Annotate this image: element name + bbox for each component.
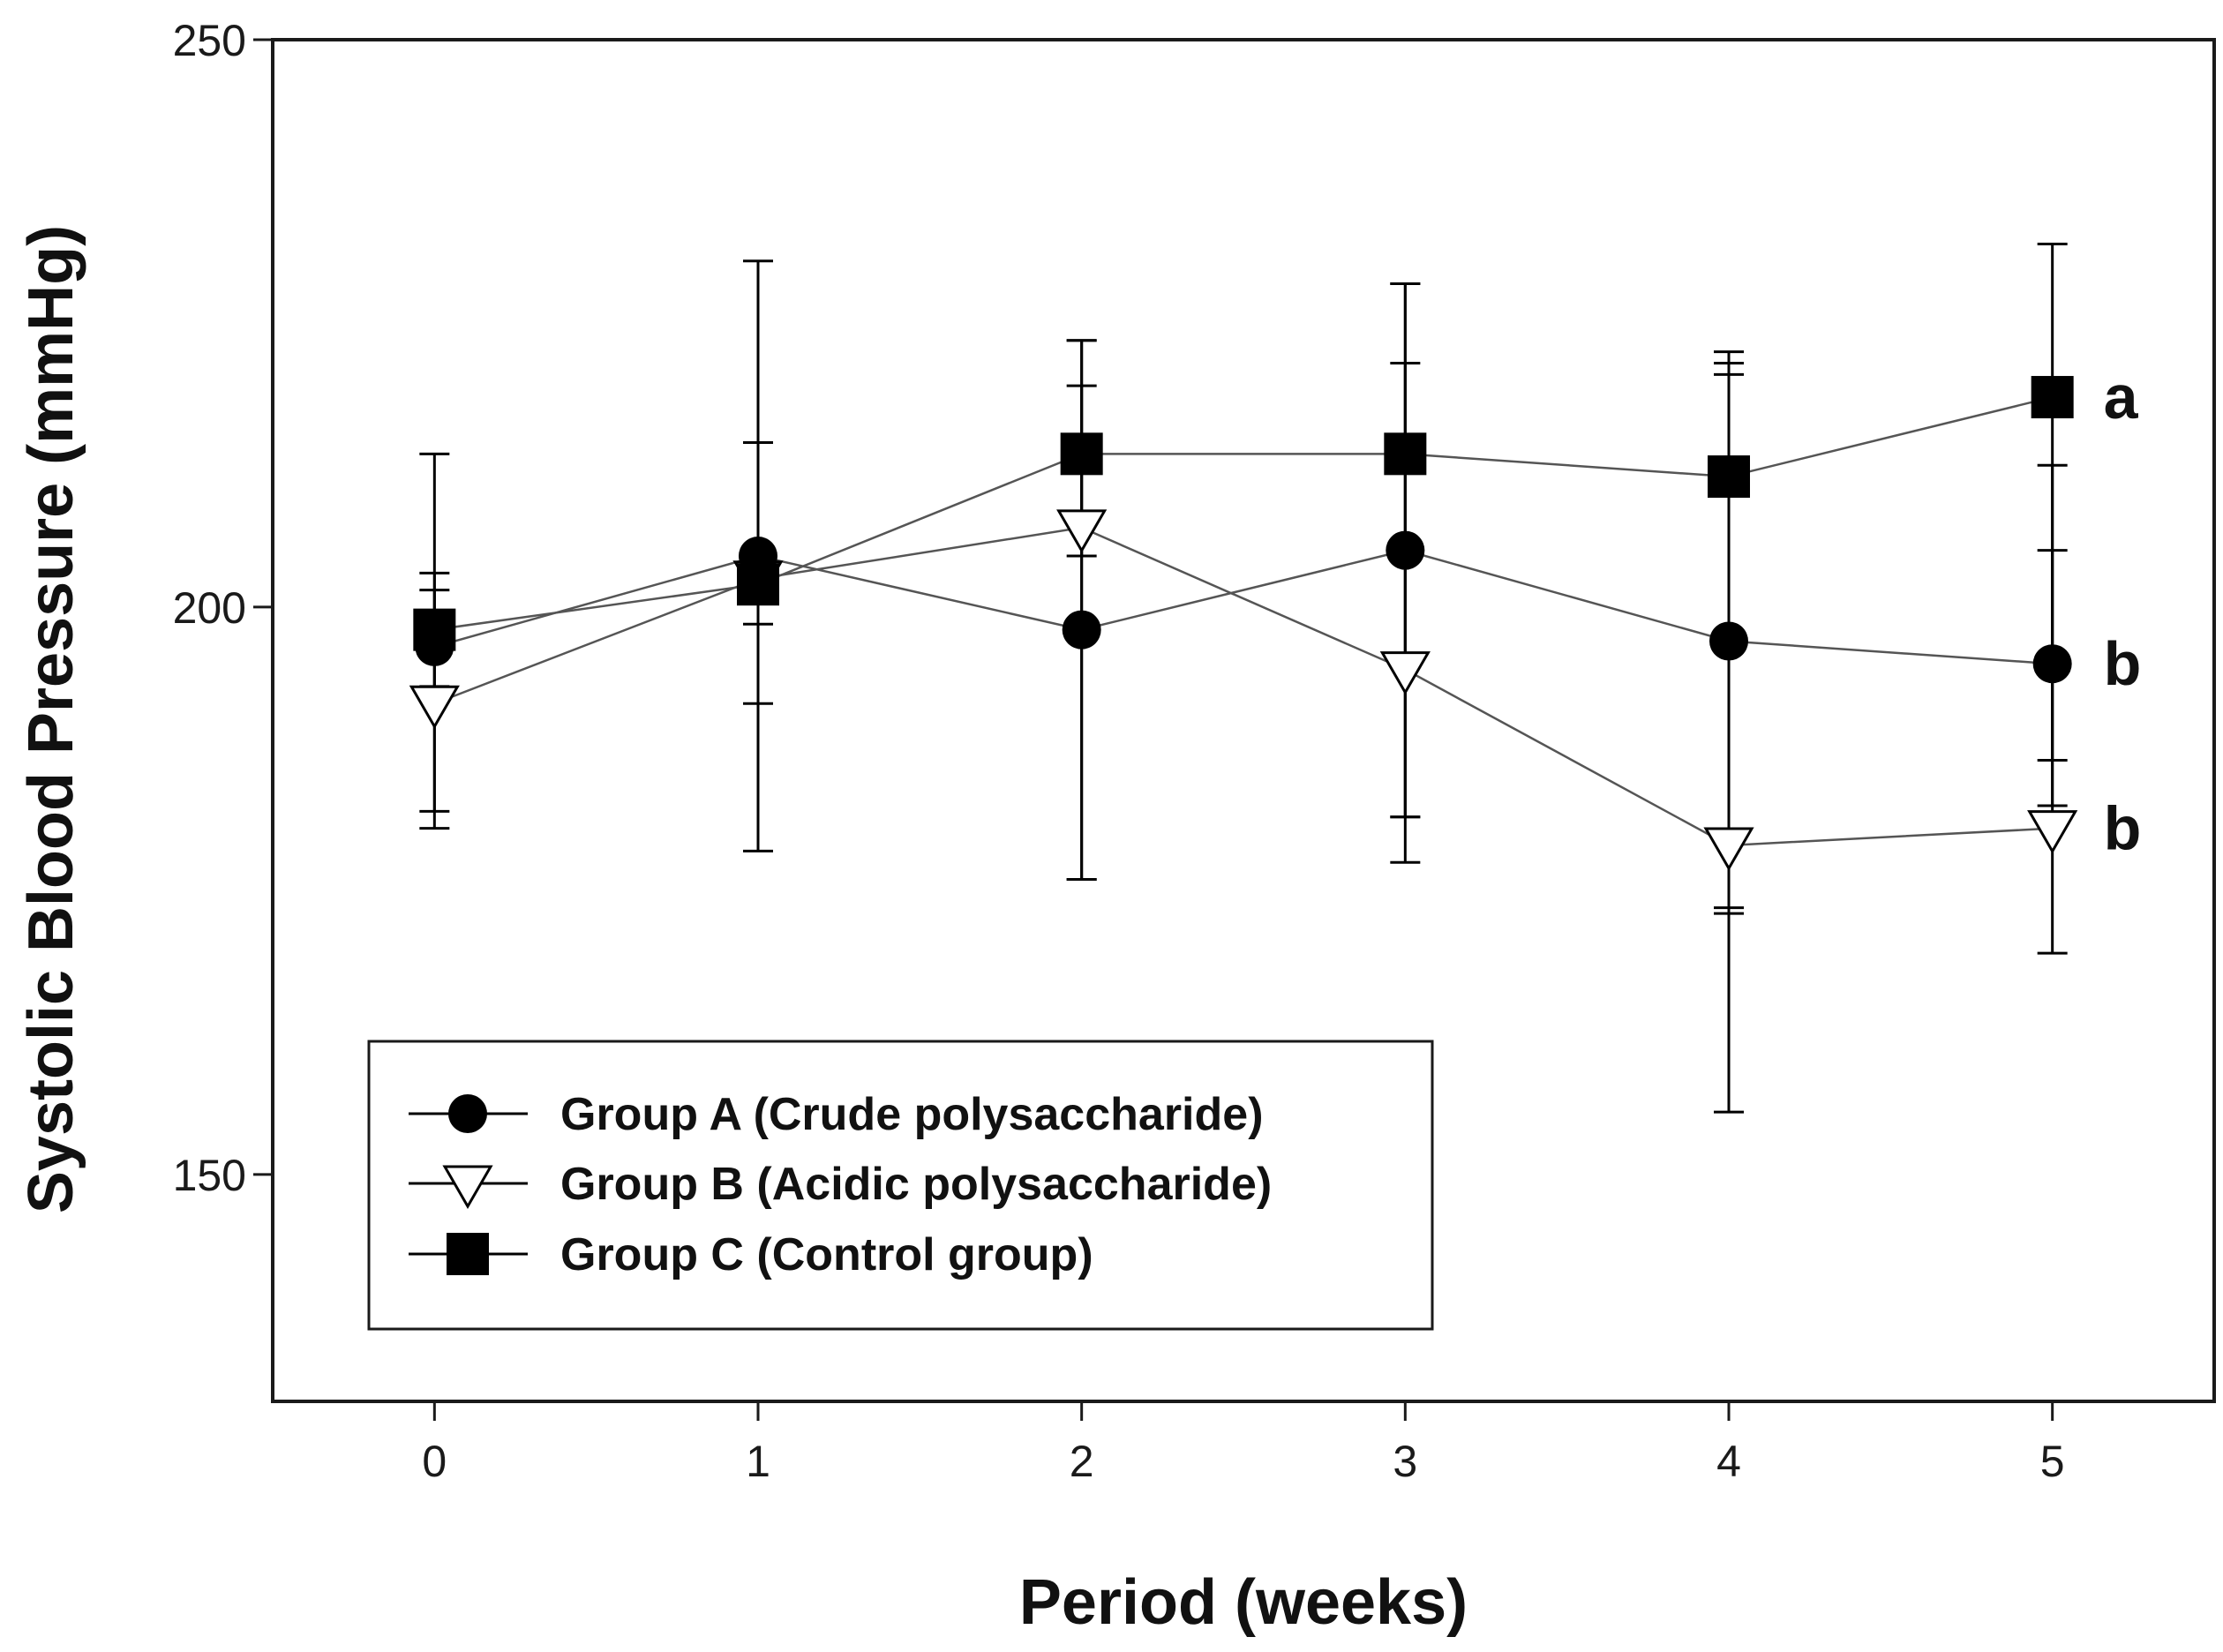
x-tick-label-3: 3 xyxy=(1393,1437,1417,1486)
group-b-point xyxy=(409,685,460,730)
group-b-point xyxy=(1379,651,1431,695)
group-c-legend-marker xyxy=(447,1233,489,1275)
legend-box xyxy=(367,1040,1434,1331)
y-axis-title: Systolic Blood Pressure (mmHg) xyxy=(16,225,86,1213)
significance-label: b xyxy=(2104,629,2142,698)
group-b-legend-label: Group B (Acidic polysaccharide) xyxy=(560,1159,1272,1210)
group-c-point xyxy=(413,608,456,651)
series-layer xyxy=(409,242,2078,1114)
group-b-line xyxy=(433,526,2053,847)
group-c-point xyxy=(737,563,779,606)
group-b-point xyxy=(1703,827,1754,871)
y-tick-label-150: 150 xyxy=(173,1151,246,1200)
y-tick-label-250: 250 xyxy=(173,16,246,65)
group-b-legend-marker xyxy=(442,1165,493,1209)
group-a-point xyxy=(2032,644,2072,684)
group-b-point xyxy=(2027,810,2078,854)
group-a-point xyxy=(1062,610,1101,650)
group-c-line xyxy=(434,395,2053,631)
x-tick-label-4: 4 xyxy=(1716,1437,1741,1486)
x-axis-title: Period (weeks) xyxy=(1019,1567,1468,1638)
annotation-layer: a b b xyxy=(2104,363,2142,863)
group-a-legend-marker xyxy=(448,1094,487,1133)
x-tick-label-2: 2 xyxy=(1070,1437,1094,1486)
group-c-point xyxy=(1708,455,1750,499)
y-tick-label-200: 200 xyxy=(173,583,246,633)
group-c-legend-label: Group C (Control group) xyxy=(560,1229,1093,1280)
group-c-point xyxy=(1384,432,1427,476)
group-c-point xyxy=(2031,376,2074,419)
x-tick-label-0: 0 xyxy=(422,1437,447,1486)
x-tick-label-5: 5 xyxy=(2040,1437,2065,1486)
legend-items: Group A (Crude polysaccharide) Group B (A… xyxy=(409,1089,1272,1280)
group-a-point xyxy=(1386,530,1425,570)
error-bars xyxy=(419,242,2068,1114)
x-tick-label-1: 1 xyxy=(746,1437,770,1486)
significance-label: b xyxy=(2104,794,2142,863)
series-markers xyxy=(409,376,2078,871)
group-c-point xyxy=(1060,432,1103,476)
x-axis-ticks: 0 1 2 3 4 5 xyxy=(422,1401,2065,1486)
legend: Group A (Crude polysaccharide) Group B (A… xyxy=(367,1040,1434,1331)
group-b-point xyxy=(1056,509,1108,553)
group-a-legend-label: Group A (Crude polysaccharide) xyxy=(560,1089,1264,1140)
group-a-point xyxy=(1709,621,1748,661)
plot-frame xyxy=(271,38,2216,1403)
y-axis-ticks: 150 200 250 xyxy=(173,16,273,1200)
group-a-line xyxy=(433,549,2053,665)
series-lines xyxy=(433,395,2053,847)
significance-label: a xyxy=(2104,363,2139,432)
